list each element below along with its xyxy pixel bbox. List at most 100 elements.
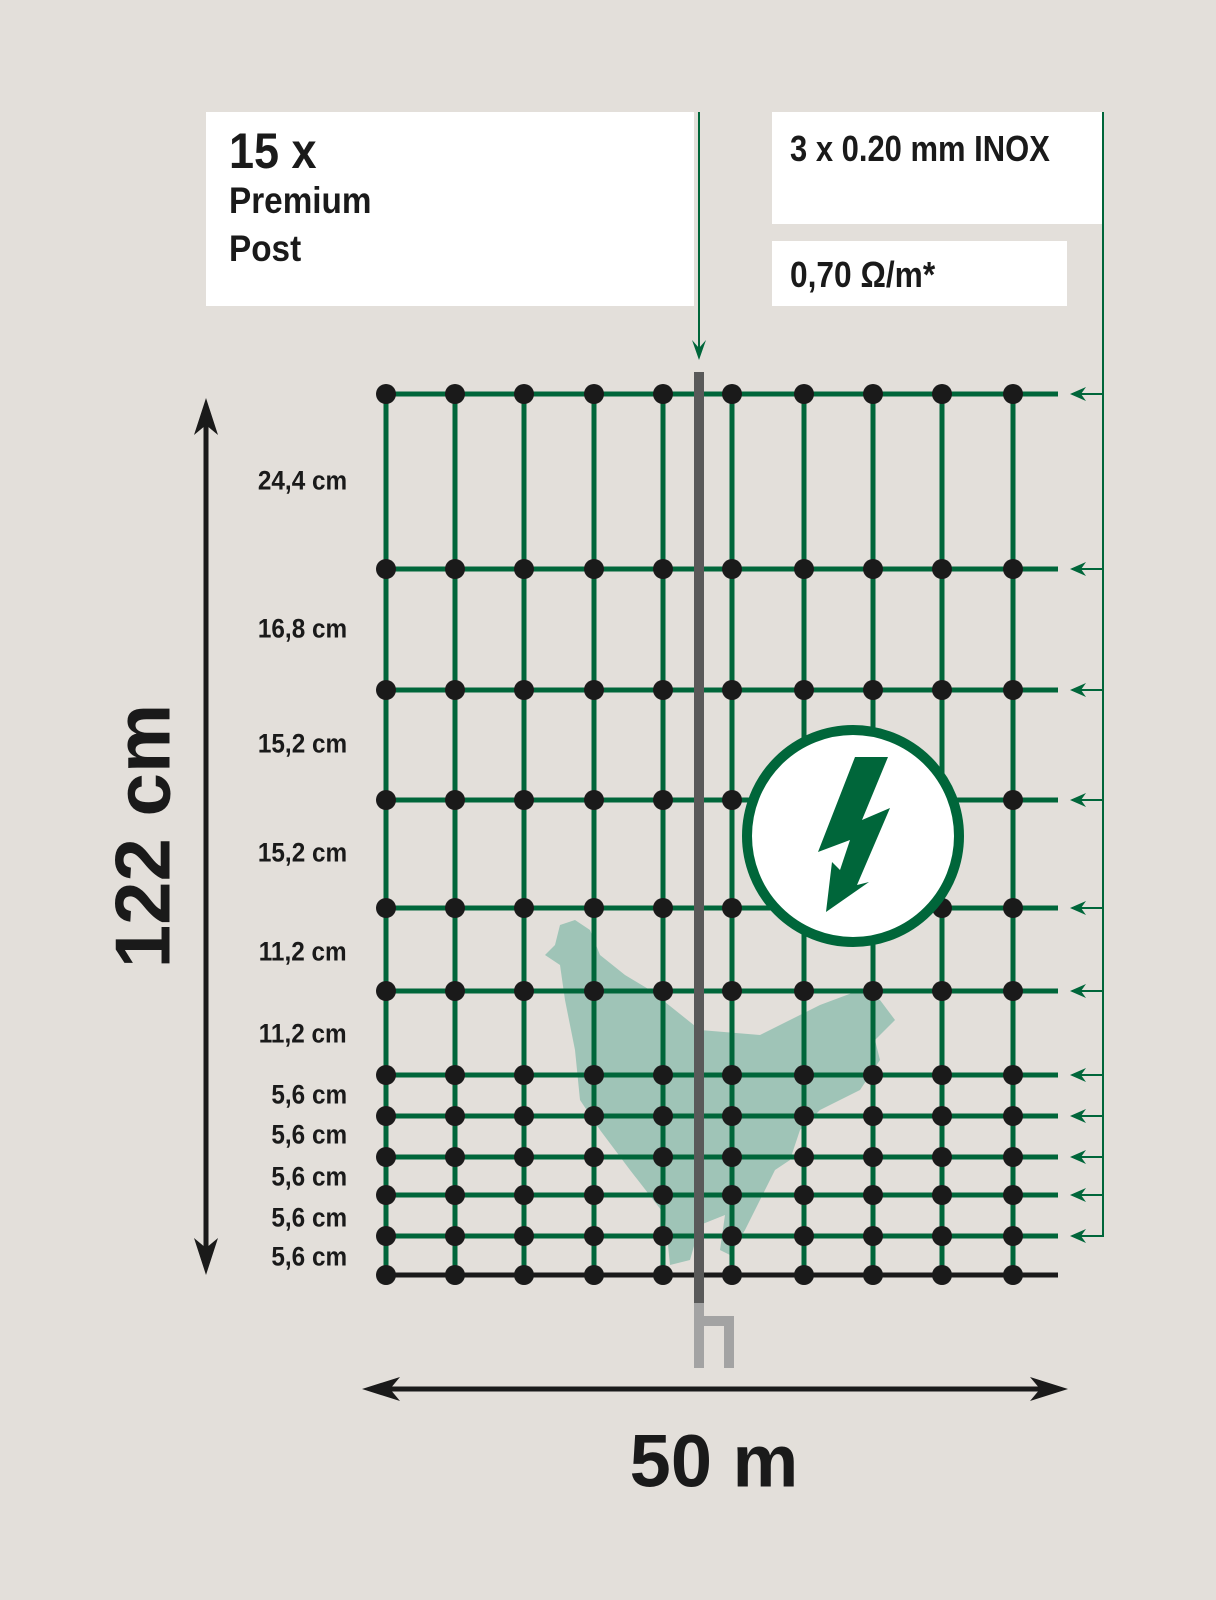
knot	[653, 1226, 673, 1246]
knot	[376, 1185, 396, 1205]
knot	[584, 1106, 604, 1126]
knot	[445, 559, 465, 579]
knot	[584, 559, 604, 579]
knot	[584, 1147, 604, 1167]
spacing-label: 5,6 cm	[271, 1202, 347, 1233]
knot	[1003, 898, 1023, 918]
length-label: 50 m	[629, 1419, 799, 1503]
knot	[514, 384, 534, 404]
spacing-label: 5,6 cm	[271, 1119, 347, 1150]
knot	[794, 1147, 814, 1167]
knot	[794, 384, 814, 404]
knot	[722, 384, 742, 404]
spacing-label: 11,2 cm	[259, 936, 347, 967]
post-type-line2: Post	[229, 228, 302, 269]
knot	[445, 1265, 465, 1285]
knot	[514, 1265, 534, 1285]
knot	[863, 680, 883, 700]
knot	[584, 1065, 604, 1085]
knot	[932, 384, 952, 404]
spacing-label: 15,2 cm	[257, 837, 347, 868]
knot	[1003, 1147, 1023, 1167]
knot	[445, 1147, 465, 1167]
post-info-box: 15 x Premium Post	[206, 112, 694, 306]
resistance-info-box: 0,70 Ω/m*	[772, 241, 1067, 306]
knot	[722, 1265, 742, 1285]
warning-lightning-icon	[742, 725, 964, 947]
knot	[584, 981, 604, 1001]
knot	[1003, 981, 1023, 1001]
knot	[722, 680, 742, 700]
knot	[653, 1065, 673, 1085]
knot	[653, 559, 673, 579]
knot	[863, 1065, 883, 1085]
knot	[1003, 1185, 1023, 1205]
knot	[1003, 384, 1023, 404]
wire-info-box: 3 x 0.20 mm INOX	[772, 112, 1102, 224]
knot	[722, 559, 742, 579]
knot	[653, 1106, 673, 1126]
knot	[722, 1147, 742, 1167]
knot	[722, 1106, 742, 1126]
knot	[514, 1226, 534, 1246]
knot	[514, 898, 534, 918]
post-type-line1: Premium	[229, 180, 372, 221]
feed-arrow-head	[1070, 1150, 1086, 1164]
knot	[445, 1065, 465, 1085]
knot	[794, 1265, 814, 1285]
knot	[584, 680, 604, 700]
knot	[445, 981, 465, 1001]
knot	[794, 559, 814, 579]
fence-post	[694, 372, 704, 1303]
post-spike	[694, 1303, 734, 1368]
knot	[653, 1265, 673, 1285]
knot	[722, 981, 742, 1001]
knot	[376, 1065, 396, 1085]
knot	[445, 384, 465, 404]
knot	[794, 680, 814, 700]
knot	[376, 1226, 396, 1246]
knot	[794, 981, 814, 1001]
feed-arrow-head	[1070, 1068, 1086, 1082]
knot	[863, 981, 883, 1001]
knot	[794, 1185, 814, 1205]
spacing-label: 5,6 cm	[271, 1161, 347, 1192]
knot	[1003, 559, 1023, 579]
knot	[445, 898, 465, 918]
knot	[722, 1065, 742, 1085]
knot	[376, 1147, 396, 1167]
knot	[514, 559, 534, 579]
feed-arrow-head	[1070, 984, 1086, 998]
knot	[445, 1226, 465, 1246]
length-arrow	[362, 1377, 1068, 1401]
knot	[445, 790, 465, 810]
knot	[932, 1106, 952, 1126]
knot	[863, 384, 883, 404]
knot	[932, 1226, 952, 1246]
knot	[1003, 1106, 1023, 1126]
resistance-spec: 0,70 Ω/m*	[790, 254, 936, 295]
knot	[1003, 1226, 1023, 1246]
knot	[514, 1185, 534, 1205]
knot	[653, 384, 673, 404]
knot	[932, 1065, 952, 1085]
feed-arrow-head	[1070, 1188, 1086, 1202]
knot	[653, 898, 673, 918]
feed-arrow-head	[1070, 901, 1086, 915]
knot	[514, 981, 534, 1001]
wire-spec: 3 x 0.20 mm INOX	[790, 128, 1050, 169]
feed-arrow-head	[1070, 683, 1086, 697]
knot	[584, 1185, 604, 1205]
knot	[376, 1265, 396, 1285]
knot	[863, 1265, 883, 1285]
knot	[376, 981, 396, 1001]
knot	[722, 1226, 742, 1246]
knot	[445, 1106, 465, 1126]
knot	[376, 384, 396, 404]
knot	[1003, 1265, 1023, 1285]
knot	[863, 1185, 883, 1205]
feed-arrow-head	[1070, 1109, 1086, 1123]
knot	[653, 1185, 673, 1205]
spacing-label: 15,2 cm	[257, 728, 347, 759]
spacing-label: 5,6 cm	[271, 1241, 347, 1272]
